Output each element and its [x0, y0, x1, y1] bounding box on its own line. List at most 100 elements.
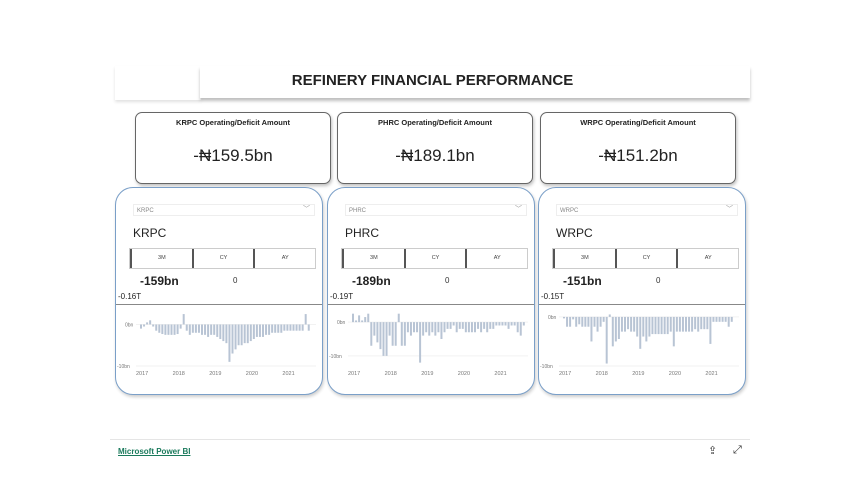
button-cy[interactable]: CY: [191, 249, 254, 268]
bar: [730, 316, 733, 322]
button-ay[interactable]: AY: [253, 249, 315, 268]
bar: [197, 324, 200, 333]
dropdown-value: PHRC: [349, 208, 367, 214]
bar: [304, 314, 307, 325]
bar: [599, 316, 602, 327]
bar: [222, 324, 225, 342]
x-tick-label: 2020: [246, 371, 258, 377]
bar: [706, 316, 709, 330]
bar: [569, 316, 572, 327]
divider: [116, 304, 322, 305]
bar: [516, 322, 519, 333]
bar: [207, 324, 210, 337]
y-tick-label: -10bn: [117, 364, 130, 370]
bar: [480, 322, 483, 333]
bar: [286, 324, 289, 331]
secondary-value: 0: [233, 276, 238, 285]
bar: [161, 324, 164, 335]
bar: [146, 322, 149, 325]
bar: [170, 324, 173, 335]
bar: [228, 324, 231, 362]
button-cy[interactable]: CY: [614, 249, 677, 268]
bar: [718, 316, 721, 322]
bar: [155, 324, 158, 331]
bar: [307, 324, 310, 331]
bar: [379, 322, 382, 350]
bar: [590, 316, 593, 342]
kpi-value: -₦151.2bn: [598, 146, 678, 165]
bar: [188, 324, 191, 335]
bar: [489, 322, 492, 329]
y-tick-label: -10bn: [329, 354, 342, 360]
bar: [639, 316, 642, 349]
bar: [642, 316, 645, 337]
bar: [152, 324, 155, 327]
bar: [419, 322, 422, 363]
bar: [143, 324, 146, 327]
button-3m[interactable]: 3M: [553, 249, 615, 268]
panel-title: WRPC: [556, 226, 593, 240]
share-icon[interactable]: ⇪: [708, 445, 718, 457]
button-3m[interactable]: 3M: [342, 249, 404, 268]
y-tick-label: 0bn: [548, 315, 557, 321]
bar: [672, 316, 675, 347]
bar: [271, 324, 274, 333]
chevron-down-icon: ﹀: [515, 206, 522, 213]
bar: [416, 322, 419, 333]
bar: [376, 322, 379, 343]
period-value: -189bn: [352, 274, 391, 288]
bar: [587, 316, 590, 327]
panel-wrpc: WRPC ﹀ WRPC 3M CY AY -151bn 0 -0.15T 0bn -…: [538, 187, 746, 395]
bar: [507, 322, 510, 329]
kpi-label: WRPC Operating/Deficit Amount: [580, 118, 696, 127]
power-bi-link[interactable]: Microsoft Power BI: [118, 447, 191, 456]
bar: [721, 316, 724, 322]
bar: [403, 322, 406, 346]
x-tick-label: 2018: [173, 371, 185, 377]
bar: [458, 322, 461, 329]
refinery-dropdown[interactable]: KRPC ﹀: [133, 204, 315, 216]
bar: [373, 322, 376, 336]
bar: [140, 324, 142, 329]
kpi-value: -₦189.1bn: [395, 146, 475, 165]
button-3m[interactable]: 3M: [130, 249, 192, 268]
kpi-label: PHRC Operating/Deficit Amount: [378, 118, 492, 127]
total-value: -0.19T: [330, 292, 354, 301]
bar: [633, 316, 636, 332]
bar: [409, 322, 412, 336]
button-ay[interactable]: AY: [465, 249, 527, 268]
refinery-dropdown[interactable]: PHRC ﹀: [345, 204, 527, 216]
secondary-value: 0: [656, 276, 661, 285]
bar: [370, 322, 373, 346]
bar: [434, 322, 437, 336]
bar: [422, 322, 425, 336]
button-ay[interactable]: AY: [676, 249, 738, 268]
bar: [449, 322, 452, 329]
bar: [691, 316, 694, 332]
monthly-bar-chart: 0bn -10bn 2017 2018 2019 2020 2021: [540, 314, 739, 377]
x-tick-label: 2020: [669, 371, 681, 377]
bar: [572, 316, 575, 320]
bar: [510, 322, 513, 326]
x-tick-label: 2020: [458, 371, 470, 377]
panel-krpc: KRPC ﹀ KRPC 3M CY AY -159bn 0 -0.16T 0bn -…: [115, 187, 323, 395]
bar: [382, 322, 385, 356]
bar: [194, 324, 197, 333]
button-cy[interactable]: CY: [403, 249, 466, 268]
bar: [216, 324, 219, 337]
bar: [675, 316, 678, 332]
bar: [712, 316, 715, 322]
refinery-dropdown[interactable]: WRPC ﹀: [556, 204, 738, 216]
bar: [431, 322, 434, 333]
kpi-value: -₦159.5bn: [193, 146, 273, 165]
bar: [358, 315, 361, 323]
period-buttons: 3M CY AY: [129, 248, 316, 269]
bar: [694, 316, 697, 330]
bar: [268, 324, 271, 335]
bar: [483, 322, 486, 329]
divider: [328, 304, 534, 305]
bar: [240, 324, 243, 346]
bar: [234, 324, 237, 350]
expand-icon[interactable]: ⤢: [733, 444, 742, 456]
bar: [657, 316, 660, 335]
